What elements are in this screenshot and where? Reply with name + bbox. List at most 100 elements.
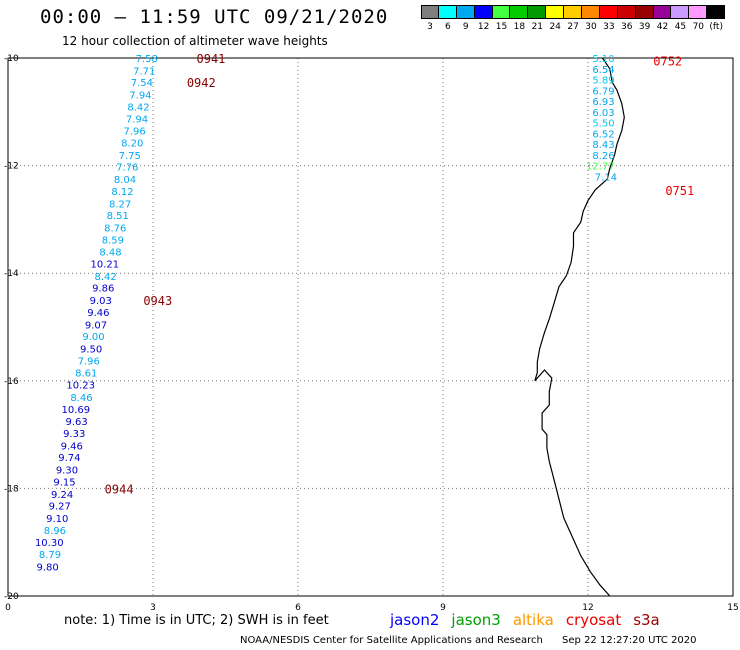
wave-height-value: 8.48: [99, 248, 121, 259]
legend-swatch: [689, 5, 708, 19]
footer-credit: NOAA/NESDIS Center for Satellite Applica…: [240, 635, 543, 646]
lat-tick-label: -14: [4, 269, 19, 279]
legend-swatch: [474, 5, 493, 19]
legend-swatch: [421, 5, 439, 19]
legend-label: 42: [656, 22, 669, 32]
legend-label: 9: [462, 22, 469, 32]
wave-height-value: 9.03: [90, 296, 112, 307]
legend-swatch: [564, 5, 583, 19]
wave-height-value: 7.96: [123, 127, 145, 138]
wave-height-value: 8.27: [109, 199, 131, 210]
wave-height-value: 9.24: [51, 490, 73, 501]
footer: NOAA/NESDIS Center for Satellite Applica…: [240, 635, 713, 646]
pass-time-label: 0941: [197, 52, 226, 66]
legend-swatch: [599, 5, 618, 19]
wave-height-value: 8.96: [44, 526, 66, 537]
wave-height-value: 7.96: [78, 356, 100, 367]
wave-height-value: 6.03: [592, 108, 614, 119]
legend-swatch: [707, 5, 726, 19]
wave-height-value: 7.94: [126, 114, 148, 125]
wave-height-value: 6.79: [592, 86, 614, 97]
wave-height-value: 9.27: [49, 502, 71, 513]
lon-tick-label: 9: [440, 603, 446, 613]
wave-height-value: 8.26: [592, 151, 614, 162]
wave-height-value: 6.93: [592, 97, 614, 108]
wave-height-value: 8.79: [39, 550, 61, 561]
lon-tick-label: 12: [582, 603, 593, 613]
wave-height-value: 5.89: [592, 76, 614, 87]
wave-height-value: 8.42: [94, 272, 116, 283]
wave-height-value: 12.77: [586, 162, 615, 173]
lat-tick-label: -18: [4, 484, 19, 494]
wave-height-value: 7.14: [595, 172, 617, 183]
satellite-jason3: jason3: [451, 611, 501, 629]
wave-height-value: 6.52: [592, 129, 614, 140]
legend-swatch: [492, 5, 511, 19]
legend-swatch: [528, 5, 547, 19]
legend-label: 39: [638, 22, 651, 32]
wave-height-value: 8.76: [104, 223, 126, 234]
legend-label: 36: [621, 22, 633, 32]
satellite-legend: jason2 jason3 altika cryosat s3a: [390, 611, 672, 629]
page-title: 00:00 – 11:59 UTC 09/21/2020: [40, 6, 389, 28]
wave-height-value: 7.76: [116, 163, 138, 174]
lat-tick-label: -12: [4, 162, 19, 172]
legend-label: 33: [603, 22, 615, 32]
map-frame: [7, 57, 734, 597]
legend-swatch: [510, 5, 529, 19]
wave-height-value: 10.30: [35, 538, 64, 549]
legend-unit: (ft): [709, 22, 723, 32]
wave-height-value: 7.58: [136, 54, 158, 65]
legend-label: 18: [513, 22, 526, 32]
wave-height-value: 9.33: [63, 429, 85, 440]
legend-swatch: [456, 5, 475, 19]
lon-tick-label: 3: [150, 603, 156, 613]
wave-height-value: 8.43: [592, 140, 614, 151]
wave-height-value: 9.46: [87, 308, 109, 319]
pass-time-label: 0942: [187, 76, 216, 90]
legend-label: 24: [549, 22, 561, 32]
wave-height-value: 8.04: [114, 175, 136, 186]
legend-label: 3: [427, 22, 433, 32]
coastline: [534, 57, 625, 597]
lon-tick-label: 0: [5, 603, 11, 613]
wave-height-value: 8.20: [121, 138, 143, 149]
wave-height-value: 8.42: [127, 102, 149, 113]
wave-height-value: 9.30: [56, 466, 78, 477]
legend-swatch: [653, 5, 672, 19]
wave-height-value: 9.46: [61, 441, 83, 452]
wave-height-value: 8.61: [75, 369, 97, 380]
satellite-cryosat: cryosat: [565, 611, 622, 629]
legend-swatch: [582, 5, 600, 19]
satellite-jason2: jason2: [390, 611, 440, 629]
wave-height-value: 9.63: [65, 417, 87, 428]
wave-height-value: 8.51: [107, 211, 129, 222]
wave-height-value: 7.94: [129, 91, 151, 102]
wave-height-value: 7.75: [119, 151, 141, 162]
wave-height-value: 10.23: [66, 381, 95, 392]
wave-height-value: 5.10: [592, 54, 614, 65]
legend-swatch: [671, 5, 690, 19]
pass-time-label: 0944: [105, 482, 134, 496]
legend-label: 12: [477, 22, 490, 32]
wave-height-value: 9.86: [92, 284, 114, 295]
satellite-s3a: s3a: [633, 611, 660, 629]
legend-label: 15: [495, 22, 508, 32]
satellite-altika: altika: [512, 611, 554, 629]
legend-swatch: [546, 5, 565, 19]
pass-time-label: 0751: [665, 184, 694, 198]
wave-height-value: 8.46: [70, 393, 92, 404]
legend-swatches: [421, 5, 726, 19]
legend-label: 70: [692, 22, 705, 32]
legend-label: 27: [567, 22, 579, 32]
pass-time-label: 0943: [143, 294, 172, 308]
wave-height-value: 6.54: [592, 65, 614, 76]
units-note: note: 1) Time is in UTC; 2) SWH is in fe…: [64, 613, 329, 628]
wave-height-value: 9.07: [85, 320, 107, 331]
legend-labels: 3 6 9 12 15 18 21 24 27 30 33 36 39 42 45 70 (ft): [421, 22, 725, 32]
wave-height-value: 9.74: [58, 453, 80, 464]
pass-time-label: 0752: [653, 55, 682, 69]
legend-swatch: [635, 5, 654, 19]
wave-height-value: 10.69: [62, 405, 91, 416]
